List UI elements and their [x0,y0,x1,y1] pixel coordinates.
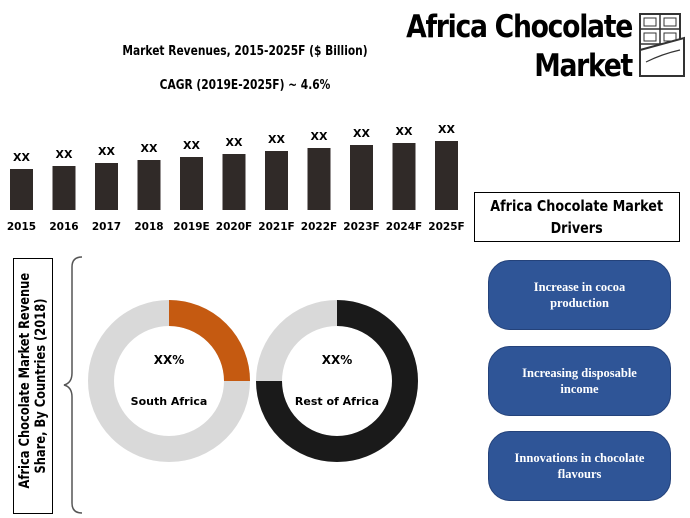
bar-2022F [307,148,331,210]
x-tick-label: 2015 [7,221,36,233]
drivers-title-line-2: Drivers [550,219,604,237]
x-tick-label: 2021F [258,221,294,233]
bar-chart-title: Market Revenues, 2015-2025F ($ Billion) [122,44,368,59]
share-title-line-2: Share, By Countries (2018) [33,298,49,474]
x-tick-label: 2022F [301,221,337,233]
bar-2023F [350,145,373,210]
x-tick-label: 2019E [173,221,209,233]
donut-category-label: South Africa [131,395,208,408]
revenue-bar-chart: XX 2015 XX 2016 XX 2017 XX 2018 XX 2019E XX 2020F XX… [7,123,465,233]
chocolate-bar-icon [639,13,685,77]
bar-chart-subtitle: CAGR (2019E-2025F) ~ 4.6% [159,78,331,93]
bar-2018 [137,160,161,210]
bar-data-label: XX [311,130,328,143]
bar-2016 [52,166,76,210]
x-tick-label: 2020F [216,221,252,233]
bar-data-label: XX [98,145,115,158]
donut-category-label: Rest of Africa [295,395,379,408]
donut-slice-south-africa [168,300,250,382]
bar-data-label: XX [438,123,455,136]
bar-data-label: XX [141,142,158,155]
share-brace [63,256,83,514]
bar-data-label: XX [56,148,73,161]
bar-data-label: XX [353,127,370,140]
driver-chocolate-flavours: Innovations in chocolate flavours [488,431,671,501]
x-tick-label: 2016 [49,221,78,233]
bar-data-label: XX [226,136,243,149]
bar-data-label: XX [183,139,200,152]
bar-data-label: XX [268,133,285,146]
x-tick-label: 2025F [428,221,464,233]
bar-2017 [95,163,118,210]
donut-value-label: XX% [322,353,353,367]
bar-2015 [10,169,33,210]
donut-slice-rest-of-africa [256,300,418,462]
x-tick-label: 2023F [343,221,379,233]
bar-2020F [222,154,246,210]
x-tick-label: 2017 [92,221,121,233]
x-tick-label: 2024F [386,221,422,233]
bar-2021F [265,151,288,210]
share-title: Africa Chocolate Market Revenue Share, B… [17,261,49,511]
share-title-line-1: Africa Chocolate Market Revenue [17,272,33,489]
driver-cocoa-production: Increase in cocoa production [488,260,671,330]
bar-2024F [392,143,416,210]
drivers-title-line-1: Africa Chocolate Market [490,197,664,215]
page-title-line-2: Market [534,48,633,84]
share-title-box [13,258,53,514]
bar-2025F [435,141,458,210]
donut-value-label: XX% [154,353,185,367]
page-title: Africa Chocolate Market [374,8,633,86]
bar-data-label: XX [396,125,413,138]
driver-disposable-income: Increasing disposable income [488,346,671,416]
bar-2019E [180,157,203,210]
page-title-line-1: Africa Chocolate [406,9,633,45]
share-donut-charts: XX% South Africa XX% Rest of Africa [88,300,418,462]
x-tick-label: 2018 [134,221,163,233]
drivers-title: Africa Chocolate Market Drivers [474,192,680,242]
bar-data-label: XX [13,151,30,164]
